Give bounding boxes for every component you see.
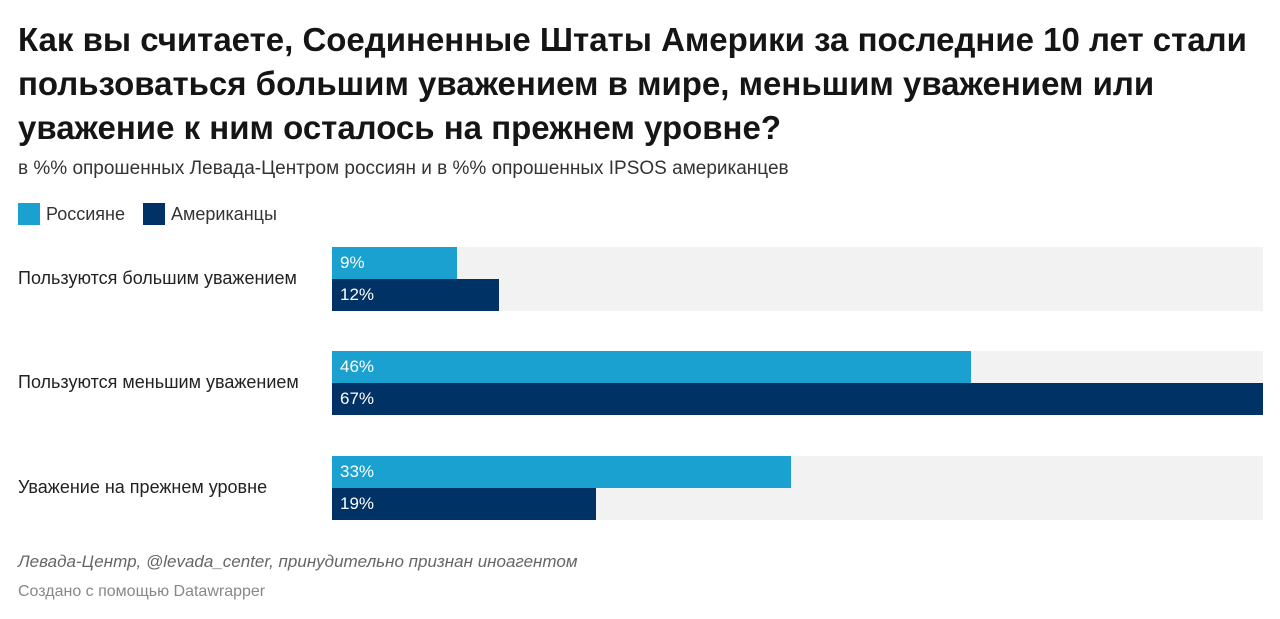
bar-track-more-respect: 9% 12% bbox=[332, 247, 1263, 311]
bar-americans-less-respect bbox=[332, 383, 1263, 415]
bar-track-less-respect: 46% 67% bbox=[332, 351, 1263, 415]
bar-value-label-russians-more-respect: 9% bbox=[340, 253, 365, 272]
category-label-more-respect: Пользуются большим уважением bbox=[18, 268, 297, 288]
category-label-less-respect: Пользуются меньшим уважением bbox=[18, 372, 299, 392]
bar-value-label-russians-less-respect: 46% bbox=[340, 357, 375, 376]
legend-label-russians: Россияне bbox=[46, 203, 125, 224]
legend-swatch-russians bbox=[18, 203, 40, 225]
legend-item-americans: Американцы bbox=[142, 203, 277, 225]
legend-label-americans: Американцы bbox=[170, 203, 277, 224]
bar-value-label-americans-less-respect: 67% bbox=[340, 389, 375, 408]
bar-track-same-respect: 33% 19% bbox=[332, 456, 1263, 520]
bar-value-label-americans-same-respect: 19% bbox=[340, 494, 375, 513]
bar-americans-more-respect bbox=[332, 279, 499, 311]
chart-subtitle: в %% опрошенных Левада-Центром россиян и… bbox=[18, 158, 789, 179]
legend: Россияне Американцы bbox=[18, 203, 295, 225]
bar-russians-same-respect bbox=[332, 456, 791, 488]
legend-swatch-americans bbox=[142, 203, 165, 225]
category-label-same-respect: Уважение на прежнем уровне bbox=[18, 477, 268, 497]
bar-value-label-russians-same-respect: 33% bbox=[340, 462, 375, 481]
bar-russians-more-respect bbox=[332, 247, 457, 279]
bar-russians-less-respect bbox=[332, 351, 971, 383]
bar-value-label-americans-more-respect: 12% bbox=[340, 285, 375, 304]
bar-americans-same-respect bbox=[332, 488, 596, 520]
legend-item-russians: Россияне bbox=[18, 203, 125, 225]
chart-title: Как вы считаете, Соединенные Штаты Амери… bbox=[18, 21, 1247, 146]
credit-note: Создано с помощью Datawrapper bbox=[18, 583, 266, 600]
source-note: Левада-Центр, @levada_center, принудител… bbox=[18, 552, 578, 571]
